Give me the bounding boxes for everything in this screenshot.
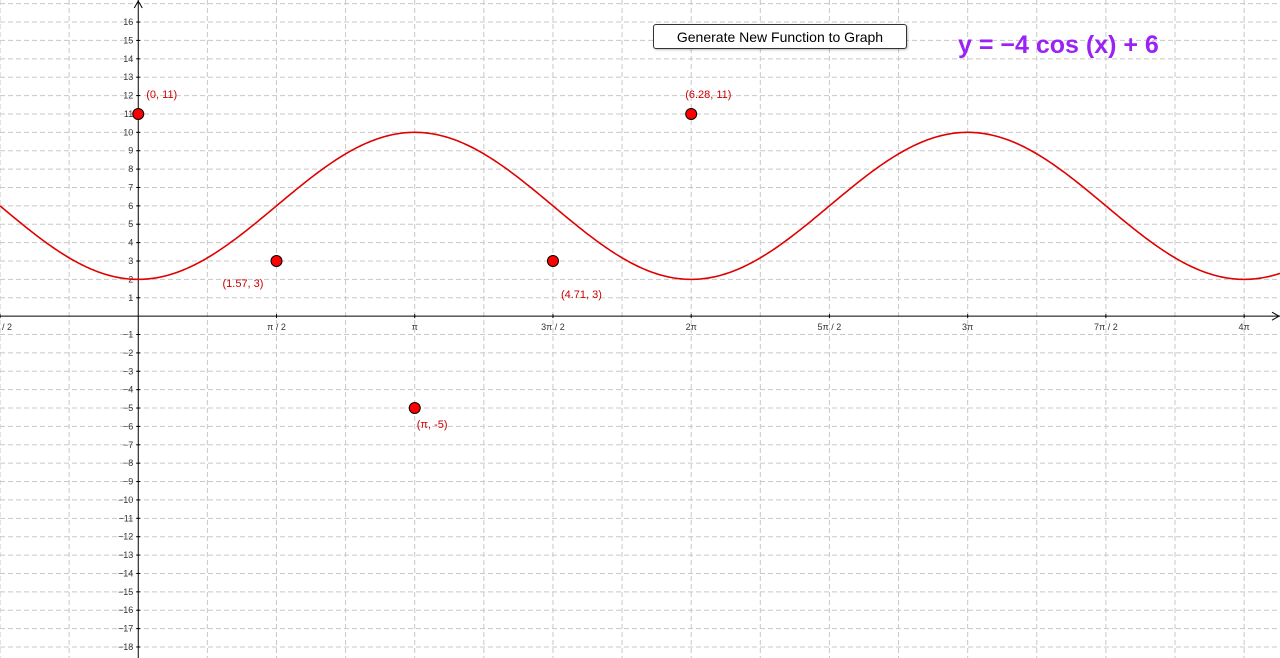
y-tick-label: −16 bbox=[118, 605, 133, 615]
y-tick-label: −8 bbox=[123, 458, 133, 468]
y-tick-label: −13 bbox=[118, 550, 133, 560]
y-tick-label: −15 bbox=[118, 587, 133, 597]
key-point-label: (6.28, 11) bbox=[685, 89, 731, 101]
key-point-label: (1.57, 3) bbox=[222, 278, 263, 290]
y-tick-label: −1 bbox=[123, 330, 133, 340]
y-tick-label: −3 bbox=[123, 366, 133, 376]
x-tick-label: −π / 2 bbox=[0, 322, 12, 332]
key-point-marker[interactable] bbox=[270, 254, 283, 267]
y-tick-label: −11 bbox=[119, 513, 134, 523]
y-tick-label: 16 bbox=[123, 17, 133, 27]
y-tick-label: −10 bbox=[118, 495, 133, 505]
y-tick-label: −7 bbox=[123, 440, 133, 450]
x-tick-label: 7π / 2 bbox=[1094, 322, 1118, 332]
x-tick-label: 3π bbox=[962, 322, 973, 332]
y-tick-label: −14 bbox=[118, 568, 133, 578]
y-tick-label: −5 bbox=[123, 403, 133, 413]
y-tick-label: 8 bbox=[128, 164, 133, 174]
y-tick-label: 12 bbox=[123, 91, 133, 101]
key-point-marker[interactable] bbox=[408, 402, 421, 415]
y-tick-label: 13 bbox=[123, 72, 133, 82]
y-tick-label: 7 bbox=[128, 182, 133, 192]
x-tick-label: 2π bbox=[686, 322, 697, 332]
y-tick-label: 3 bbox=[128, 256, 133, 266]
generate-function-button[interactable]: Generate New Function to Graph bbox=[653, 24, 907, 49]
x-tick-label: 3π / 2 bbox=[541, 322, 565, 332]
y-tick-label: −17 bbox=[118, 624, 133, 634]
x-tick-label: 4π bbox=[1239, 322, 1250, 332]
y-tick-label: −6 bbox=[123, 421, 133, 431]
y-tick-label: 5 bbox=[128, 219, 133, 229]
y-tick-label: −4 bbox=[123, 385, 133, 395]
y-tick-label: 6 bbox=[128, 201, 133, 211]
x-axis-arrow bbox=[1271, 311, 1280, 321]
y-tick-label: −2 bbox=[123, 348, 133, 358]
y-tick-label: 9 bbox=[128, 146, 133, 156]
key-point-label: (0, 11) bbox=[146, 89, 177, 101]
y-tick-label: 14 bbox=[123, 54, 133, 64]
equation-label: y = −4 cos (x) + 6 bbox=[958, 31, 1159, 59]
x-tick-label: 5π / 2 bbox=[818, 322, 842, 332]
x-tick-label: π / 2 bbox=[267, 322, 286, 332]
key-point-label: (π, -5) bbox=[417, 419, 448, 431]
y-tick-label: −12 bbox=[118, 532, 133, 542]
key-point-marker[interactable] bbox=[546, 254, 559, 267]
y-axis-arrow bbox=[133, 0, 143, 9]
y-tick-label: 15 bbox=[123, 35, 133, 45]
key-point-marker[interactable] bbox=[685, 107, 698, 120]
y-tick-label: 1 bbox=[128, 293, 133, 303]
key-point-marker[interactable] bbox=[132, 107, 145, 120]
x-tick-labels: −π / 2 π / 2 π 3π / 2 2π 5π / 2 3π 7π / 2 4π bbox=[0, 314, 1250, 332]
key-point-label: (4.71, 3) bbox=[561, 289, 602, 301]
x-tick-label: π bbox=[412, 322, 418, 332]
key-points: (0, 11) (1.57, 3) (π, -5) (4.71, 3) (6.28, 1… bbox=[132, 89, 731, 431]
y-tick-label: −18 bbox=[118, 642, 133, 652]
y-tick-label: 10 bbox=[123, 127, 133, 137]
y-tick-label: 11 bbox=[124, 109, 133, 119]
y-tick-label: −9 bbox=[123, 477, 133, 487]
function-curve[interactable] bbox=[0, 131, 1280, 281]
y-tick-label: 4 bbox=[128, 238, 133, 248]
